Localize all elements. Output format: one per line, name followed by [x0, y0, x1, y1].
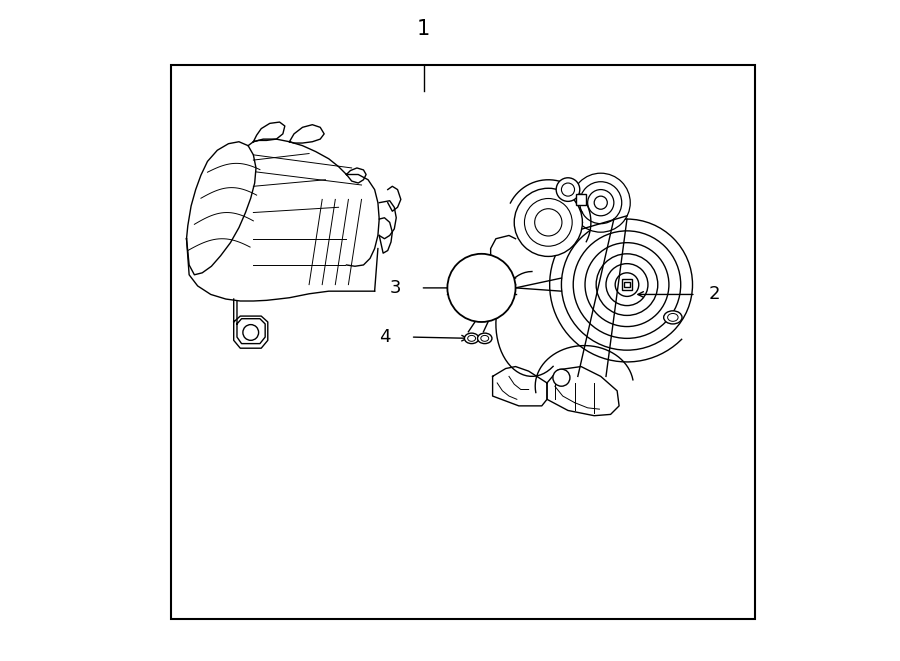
Circle shape — [535, 209, 562, 236]
Circle shape — [562, 219, 692, 350]
Circle shape — [243, 325, 258, 340]
FancyBboxPatch shape — [576, 194, 586, 205]
Text: 1: 1 — [418, 19, 430, 39]
Circle shape — [588, 190, 614, 215]
Circle shape — [572, 173, 630, 232]
Circle shape — [594, 196, 608, 210]
Circle shape — [596, 254, 658, 315]
FancyBboxPatch shape — [625, 282, 630, 288]
Ellipse shape — [468, 335, 475, 341]
Circle shape — [447, 254, 516, 322]
Circle shape — [553, 369, 570, 386]
Circle shape — [556, 178, 580, 202]
Text: 2: 2 — [709, 286, 720, 303]
Text: 4: 4 — [380, 328, 391, 346]
Circle shape — [525, 198, 572, 246]
Ellipse shape — [663, 311, 682, 324]
Ellipse shape — [668, 313, 678, 321]
Bar — [171, 65, 755, 619]
Ellipse shape — [464, 333, 479, 344]
Circle shape — [585, 243, 669, 327]
Circle shape — [562, 183, 574, 196]
FancyBboxPatch shape — [622, 280, 632, 290]
Circle shape — [514, 188, 582, 256]
Circle shape — [573, 231, 680, 338]
Circle shape — [580, 182, 622, 223]
Text: 3: 3 — [390, 279, 400, 297]
Ellipse shape — [481, 335, 489, 341]
Circle shape — [616, 273, 639, 296]
Ellipse shape — [478, 333, 492, 344]
Circle shape — [606, 264, 648, 305]
